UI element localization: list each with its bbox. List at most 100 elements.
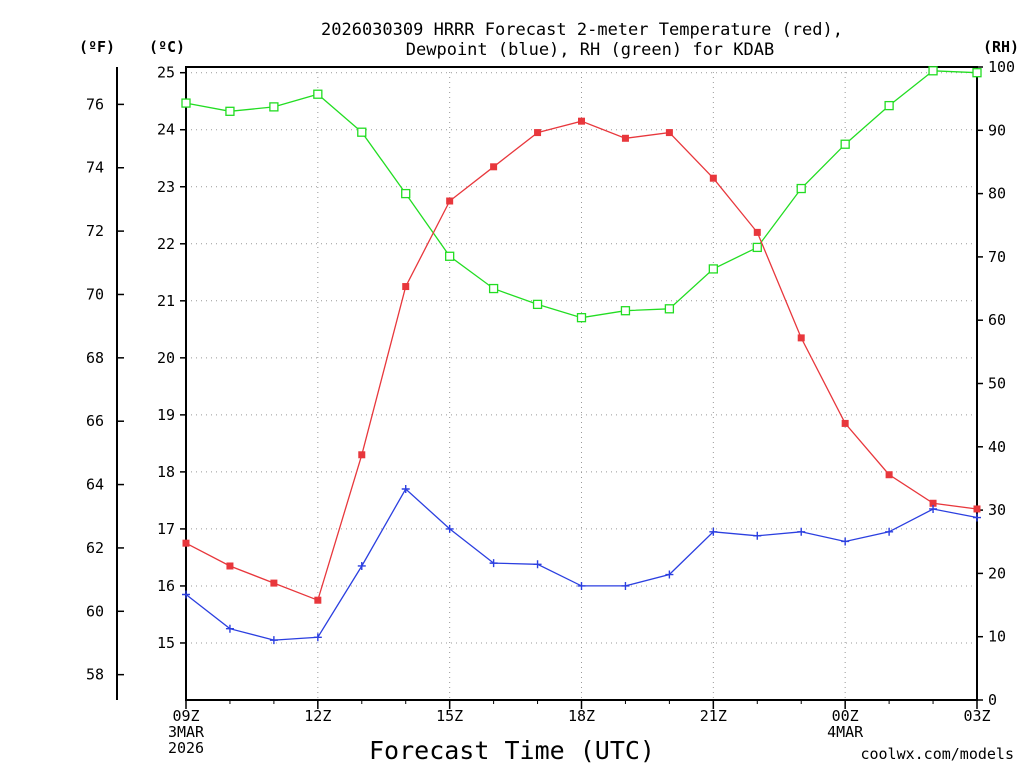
x-tick-label: 12Z — [304, 707, 331, 725]
temperature-point — [665, 129, 673, 137]
dewpoint-series — [182, 485, 981, 645]
temperature-point — [402, 283, 410, 291]
temperature-point — [270, 579, 278, 587]
fahrenheit-tick-label: 66 — [86, 412, 104, 430]
dewpoint-point — [885, 527, 894, 536]
rh-tick-label: 100 — [988, 58, 1015, 76]
dewpoint-point — [533, 560, 542, 569]
rh-point — [752, 242, 762, 253]
x-tick-label: 09Z — [172, 707, 199, 725]
rh-point — [488, 283, 499, 294]
x-tick-label: 4MAR — [827, 723, 864, 741]
rh-tick-label: 60 — [988, 311, 1006, 329]
fahrenheit-tick-label: 70 — [86, 285, 104, 303]
dewpoint-point — [269, 636, 278, 645]
celsius-tick-label: 21 — [157, 292, 175, 310]
dewpoint-point — [665, 570, 674, 579]
dewpoint-point — [753, 531, 762, 540]
fahrenheit-tick-label: 74 — [86, 159, 104, 177]
rh-point — [269, 102, 279, 112]
celsius-tick-label: 24 — [157, 121, 175, 139]
series-layer — [181, 66, 982, 645]
temperature-point — [578, 117, 585, 125]
rh-tick-label: 30 — [988, 501, 1006, 519]
rh-point — [928, 66, 938, 76]
rh-point — [225, 106, 235, 116]
x-tick-label: 03Z — [963, 707, 990, 725]
rh-tick-label: 40 — [988, 438, 1006, 456]
dewpoint-point — [225, 624, 234, 633]
fahrenheit-tick-label: 58 — [86, 666, 104, 684]
dewpoint-point — [489, 559, 498, 568]
dewpoint-point — [357, 561, 366, 570]
celsius-tick-label: 18 — [157, 463, 175, 481]
temperature-point — [358, 451, 366, 459]
dewpoint-point — [709, 527, 718, 536]
temperature-point — [446, 197, 454, 205]
x-tick-label: 3MAR — [168, 723, 205, 741]
rh-point — [532, 299, 543, 310]
rh-tick-label: 10 — [988, 628, 1006, 646]
rh-tick-label: 20 — [988, 564, 1006, 582]
celsius-tick-label: 22 — [157, 235, 175, 253]
rh-series — [181, 66, 982, 323]
axes-labels: 15 16 17 18 19 20 21 22 23 24 25 58 60 62 64 66 68 70 72 74… — [86, 58, 1015, 757]
chart-title: 2026030309 HRRR Forecast 2-meter Tempera… — [321, 20, 843, 40]
fahrenheit-tick-label: 64 — [86, 476, 104, 494]
temperature-point — [929, 499, 937, 507]
temperature-point — [753, 228, 761, 236]
celsius-tick-label: 25 — [157, 64, 175, 82]
plot-frame — [116, 66, 983, 709]
temperature-point — [490, 163, 498, 171]
temperature-point — [841, 419, 849, 427]
rh-point — [708, 264, 718, 274]
rh-point — [796, 183, 806, 194]
dewpoint-point — [445, 524, 454, 533]
credit-text: coolwx.com/models — [860, 745, 1014, 763]
celsius-unit-label: (ºC) — [149, 38, 185, 56]
fahrenheit-tick-label: 72 — [86, 222, 104, 240]
rh-tick-label: 50 — [988, 375, 1006, 393]
fahrenheit-unit-label: (ºF) — [79, 38, 115, 56]
plot-border — [185, 66, 978, 701]
temperature-point — [534, 129, 542, 137]
temperature-series — [182, 117, 981, 604]
celsius-tick-label: 23 — [157, 178, 175, 196]
rh-point — [620, 306, 631, 316]
dewpoint-point — [577, 581, 586, 590]
fahrenheit-tick-label: 76 — [86, 95, 104, 113]
rh-point — [445, 251, 455, 261]
dewpoint-point — [929, 504, 938, 513]
rh-unit-label: (RH) — [983, 38, 1019, 56]
temperature-point — [885, 471, 893, 479]
x-tick-label: 00Z — [832, 707, 859, 725]
celsius-tick-label: 16 — [157, 577, 175, 595]
fahrenheit-tick-label: 68 — [86, 349, 104, 367]
temperature-point — [973, 505, 981, 513]
temperature-point — [182, 539, 190, 547]
rh-point — [884, 100, 894, 111]
rh-tick-label: 70 — [988, 248, 1006, 266]
fahrenheit-tick-label: 62 — [86, 539, 104, 557]
rh-tick-label: 80 — [988, 185, 1006, 203]
rh-tick-label: 0 — [988, 691, 997, 709]
rh-point — [840, 139, 850, 149]
temperature-point — [314, 596, 322, 604]
temperature-point — [621, 134, 629, 142]
x-tick-label: 2026 — [168, 739, 204, 757]
temperature-point — [226, 562, 234, 570]
x-axis-title: Forecast Time (UTC) — [369, 736, 655, 765]
rh-point — [401, 188, 411, 199]
rh-tick-label: 90 — [988, 121, 1006, 139]
fahrenheit-tick-label: 60 — [86, 602, 104, 620]
dewpoint-point — [182, 590, 190, 599]
rh-point — [181, 98, 191, 108]
x-tick-label: 15Z — [436, 707, 463, 725]
celsius-tick-label: 17 — [157, 520, 175, 538]
x-tick-label: 18Z — [568, 707, 595, 725]
grid-lines — [185, 67, 978, 700]
temperature-line — [185, 120, 978, 602]
dewpoint-point — [401, 485, 410, 493]
celsius-tick-label: 20 — [157, 349, 175, 367]
